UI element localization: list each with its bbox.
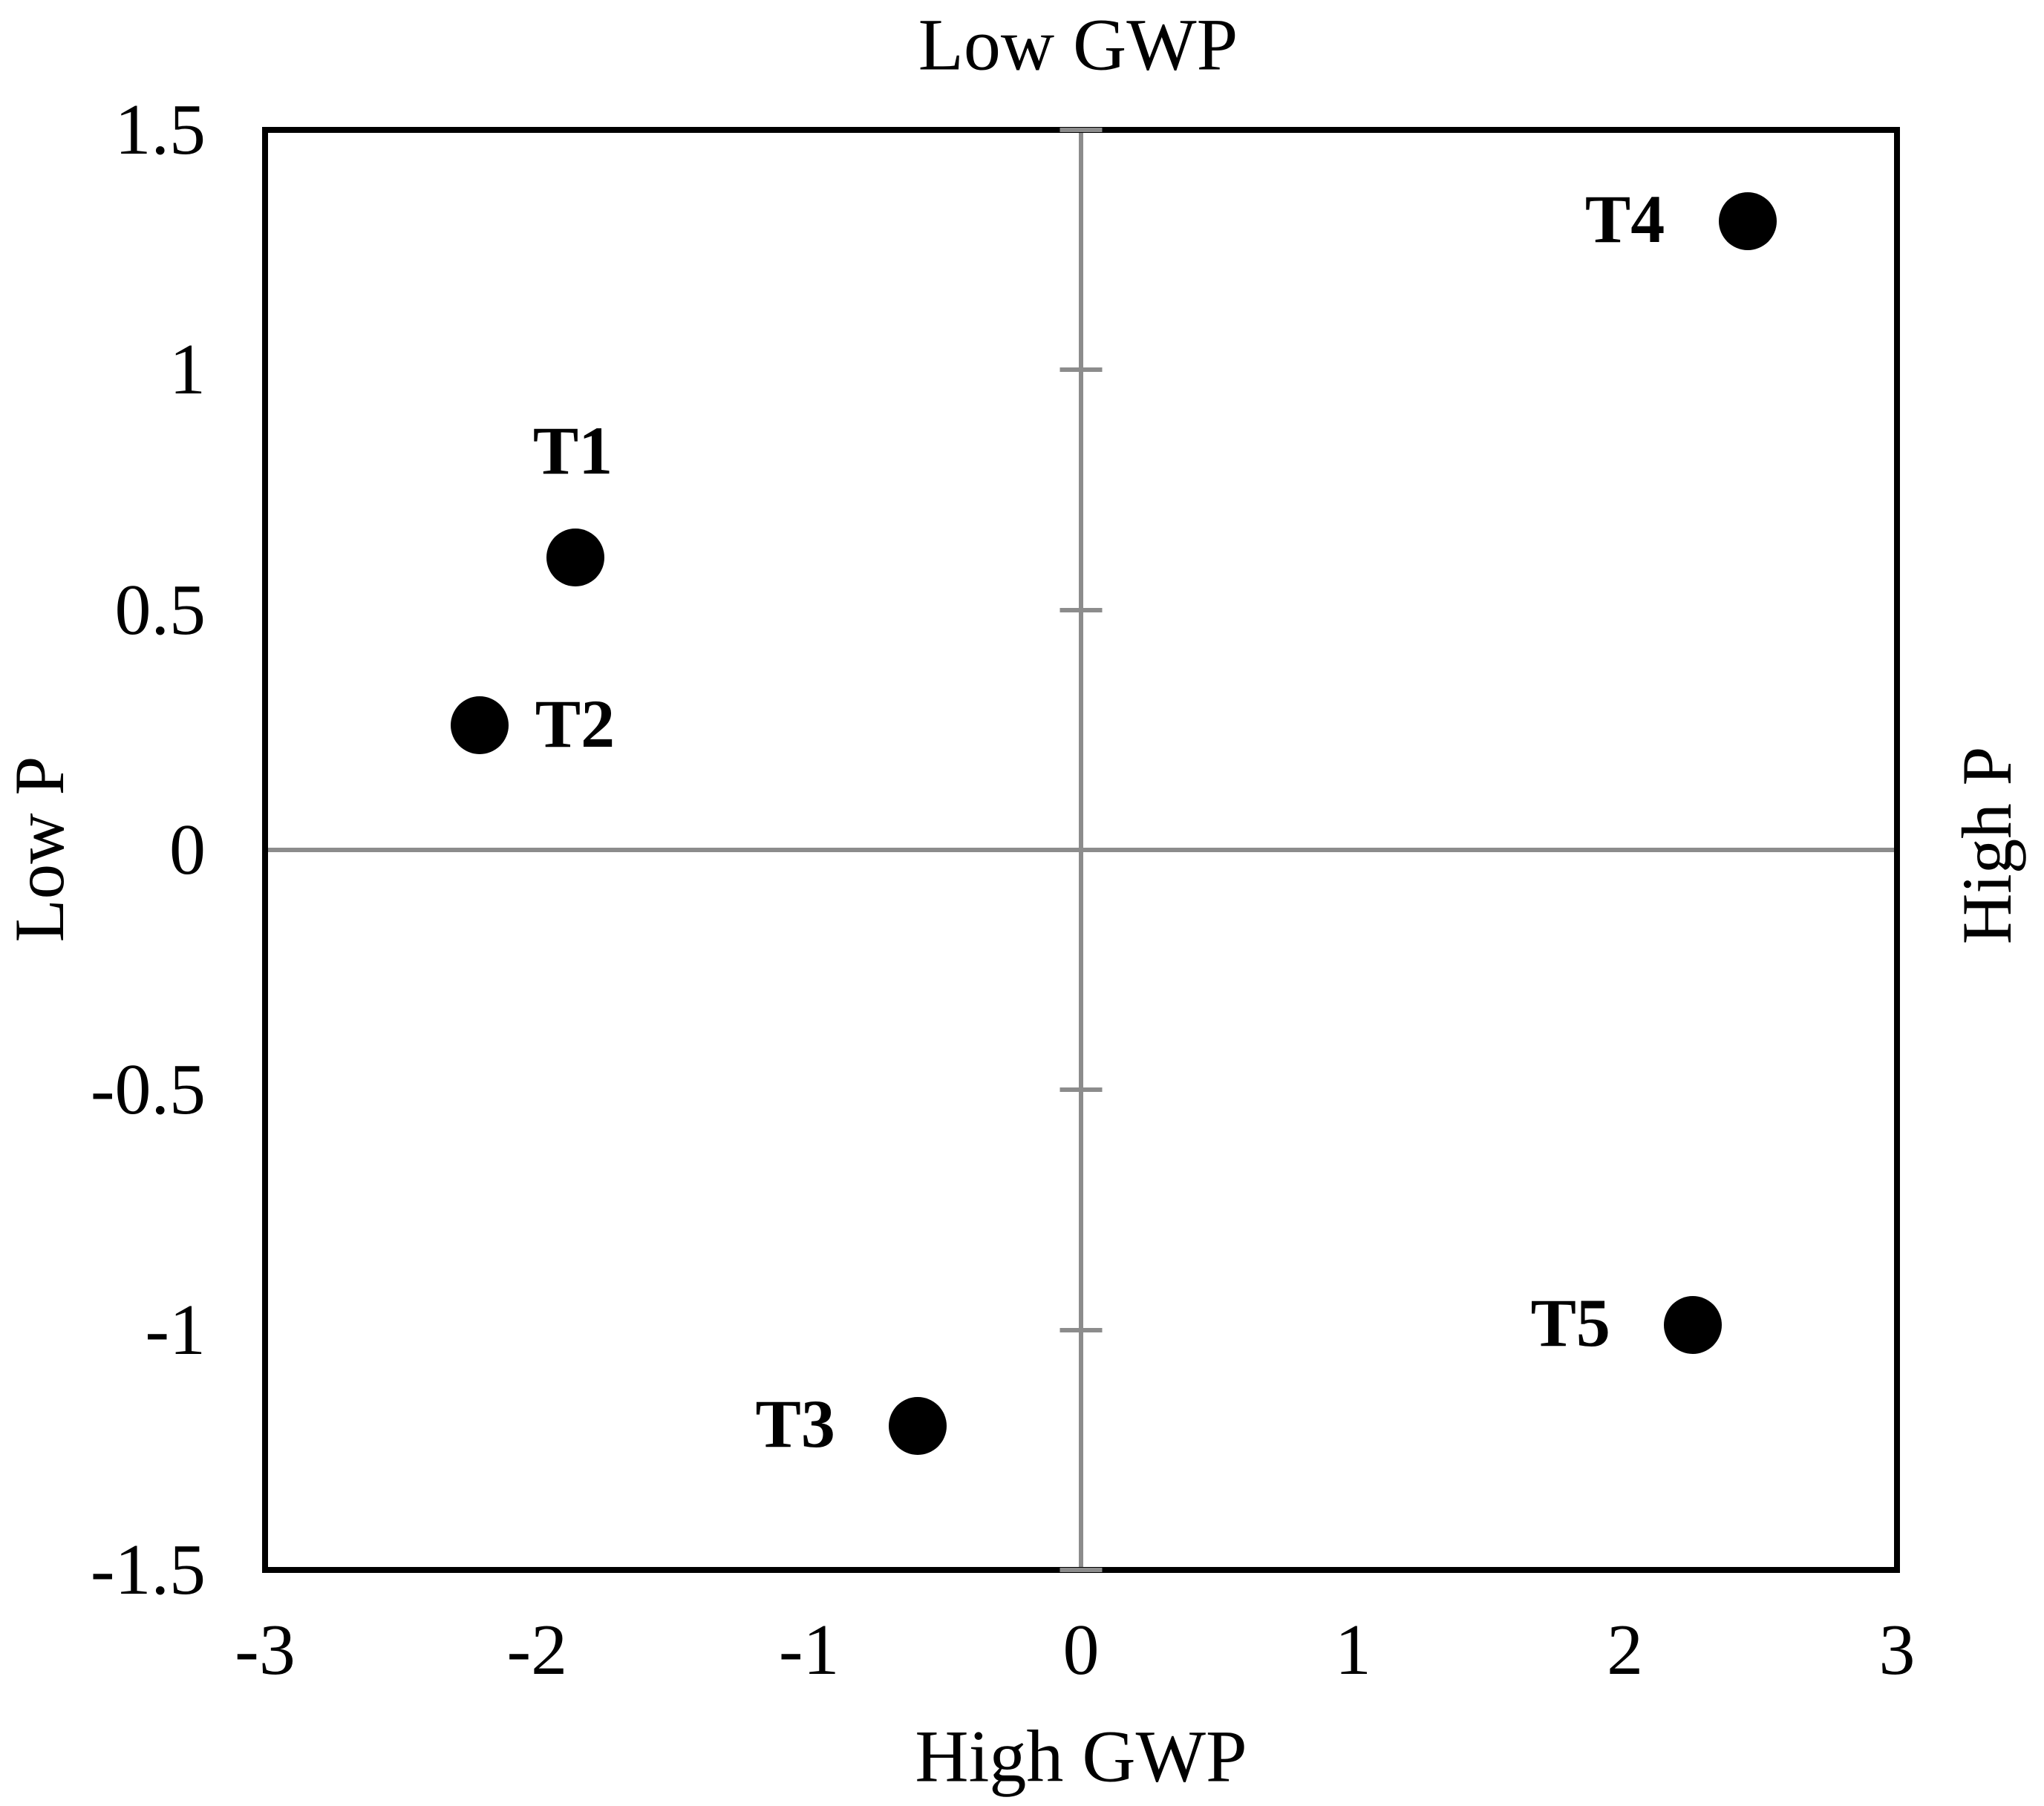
- x-axis-tick-label: -2: [506, 1610, 568, 1690]
- x-axis-title: High GWP: [915, 1715, 1247, 1798]
- y-axis-title-right: High P: [1947, 746, 2026, 945]
- zero-line-tick: [1059, 367, 1103, 373]
- data-point-label-t3: T3: [755, 1386, 835, 1462]
- y-axis-tick-label: 0.5: [114, 569, 206, 650]
- x-axis-tick-label: 2: [1607, 1610, 1644, 1690]
- data-point-t4: [1718, 192, 1777, 250]
- zero-line-tick: [1059, 1327, 1103, 1332]
- y-axis-tick-label: -1.5: [90, 1530, 206, 1610]
- plot-area-border: [262, 127, 1900, 1573]
- zero-line-tick: [1059, 1568, 1103, 1572]
- data-point-label-t1: T1: [532, 412, 613, 488]
- y-axis-tick-label: -1: [145, 1289, 206, 1370]
- chart-title: Low GWP: [918, 3, 1238, 86]
- data-point-t3: [889, 1397, 947, 1455]
- data-point-t1: [546, 528, 604, 586]
- y-axis-tick-label: -0.5: [90, 1050, 206, 1131]
- data-point-label-t2: T2: [535, 685, 616, 762]
- x-axis-tick-label: 0: [1062, 1610, 1100, 1690]
- x-axis-tick-label: -1: [778, 1610, 840, 1690]
- data-point-label-t5: T5: [1530, 1285, 1610, 1361]
- x-axis-tick-label: 3: [1878, 1610, 1916, 1690]
- data-point-label-t4: T4: [1584, 180, 1665, 257]
- x-axis-tick-label: 1: [1334, 1610, 1371, 1690]
- y-axis-tick-label: 1.5: [114, 90, 206, 170]
- data-point-t2: [451, 696, 509, 754]
- data-point-t5: [1664, 1296, 1723, 1355]
- zero-line-tick: [1059, 128, 1103, 132]
- y-axis-tick-label: 1: [169, 330, 206, 410]
- zero-line-tick: [1059, 1087, 1103, 1093]
- x-axis-tick-label: -3: [235, 1610, 296, 1690]
- y-axis-tick-label: 0: [169, 810, 206, 890]
- quadrant-line-vertical: [1079, 130, 1083, 1570]
- y-axis-title-left: Low P: [0, 756, 79, 943]
- zero-line-tick: [1059, 607, 1103, 612]
